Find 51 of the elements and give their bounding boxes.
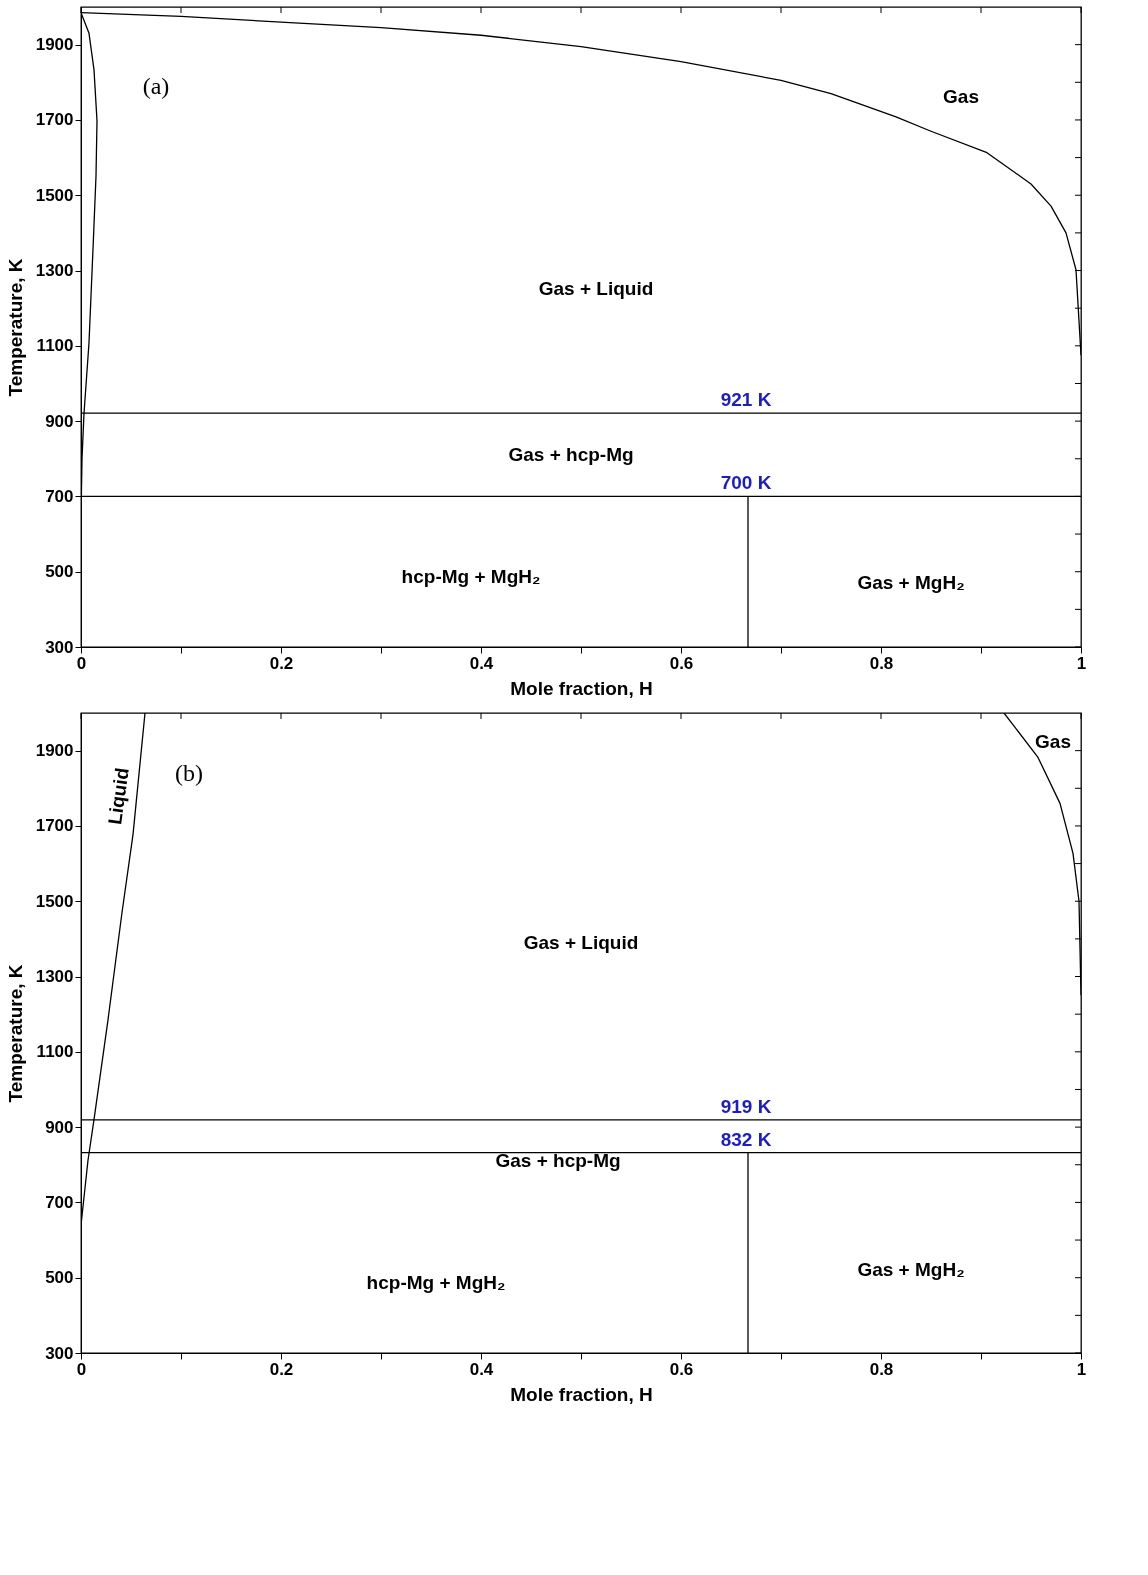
annotation: Gas + MgH₂ — [857, 572, 965, 593]
y-tick-label: 1500 — [35, 185, 74, 205]
annotation: Gas + Liquid — [538, 277, 654, 299]
x-tick-label: 0.4 — [469, 653, 494, 673]
annotation: Gas — [1035, 730, 1071, 752]
annotation: (a) — [142, 73, 170, 99]
x-axis-title: Mole fraction, H — [510, 677, 653, 699]
y-tick-label: 700 — [45, 486, 74, 506]
annotation: hcp-Mg + MgH₂ — [401, 565, 541, 587]
x-tick-label: 0.8 — [869, 1359, 894, 1379]
x-tick-label: 0.2 — [269, 1359, 294, 1379]
x-tick-label: 0 — [76, 653, 87, 673]
annotation: hcp-Mg + MgH₂ — [366, 1271, 506, 1293]
y-tick-label: 900 — [45, 1117, 74, 1137]
ref-line-label: 919 K — [720, 1095, 772, 1117]
y-axis-title: Temperature, K — [4, 964, 26, 1103]
y-tick-label: 1700 — [35, 110, 74, 130]
y-tick-label: 900 — [45, 411, 74, 431]
annotation: Liquid — [104, 766, 133, 826]
ref-line-label: 700 K — [720, 472, 772, 494]
x-tick-label: 0.8 — [869, 653, 894, 673]
annotation: Gas — [943, 85, 979, 107]
y-tick-label: 1500 — [35, 891, 74, 911]
x-tick-label: 0.2 — [269, 653, 294, 673]
y-tick-label: 700 — [45, 1192, 74, 1212]
y-tick-label: 500 — [45, 1268, 74, 1288]
y-tick-label: 1900 — [35, 35, 74, 55]
x-tick-label: 0.6 — [669, 1359, 694, 1379]
ref-line-label: 921 K — [720, 389, 772, 411]
x-tick-label: 1 — [1076, 1359, 1087, 1379]
x-tick-label: 0.4 — [469, 1359, 494, 1379]
y-tick-label: 1100 — [36, 336, 74, 356]
y-tick-label: 300 — [45, 637, 74, 657]
y-tick-label: 300 — [45, 1343, 74, 1363]
y-axis-title: Temperature, K — [4, 258, 26, 397]
y-tick-label: 1100 — [36, 1042, 74, 1062]
y-tick-label: 500 — [45, 562, 74, 582]
x-tick-label: 1 — [1076, 653, 1087, 673]
annotation: Gas + Liquid — [523, 932, 639, 954]
x-tick-label: 0 — [76, 1359, 87, 1379]
annotation: Gas + hcp-Mg — [508, 444, 634, 465]
annotation: Gas + hcp-Mg — [495, 1150, 621, 1171]
x-tick-label: 0.6 — [669, 653, 694, 673]
y-tick-label: 1700 — [35, 816, 74, 836]
ref-line-label: 832 K — [720, 1128, 772, 1150]
y-tick-label: 1900 — [35, 741, 74, 761]
y-tick-label: 1300 — [35, 967, 74, 987]
x-axis-title: Mole fraction, H — [510, 1383, 653, 1405]
annotation: Gas + MgH₂ — [857, 1258, 965, 1280]
annotation: (b) — [175, 759, 203, 786]
y-tick-label: 1300 — [35, 261, 74, 281]
